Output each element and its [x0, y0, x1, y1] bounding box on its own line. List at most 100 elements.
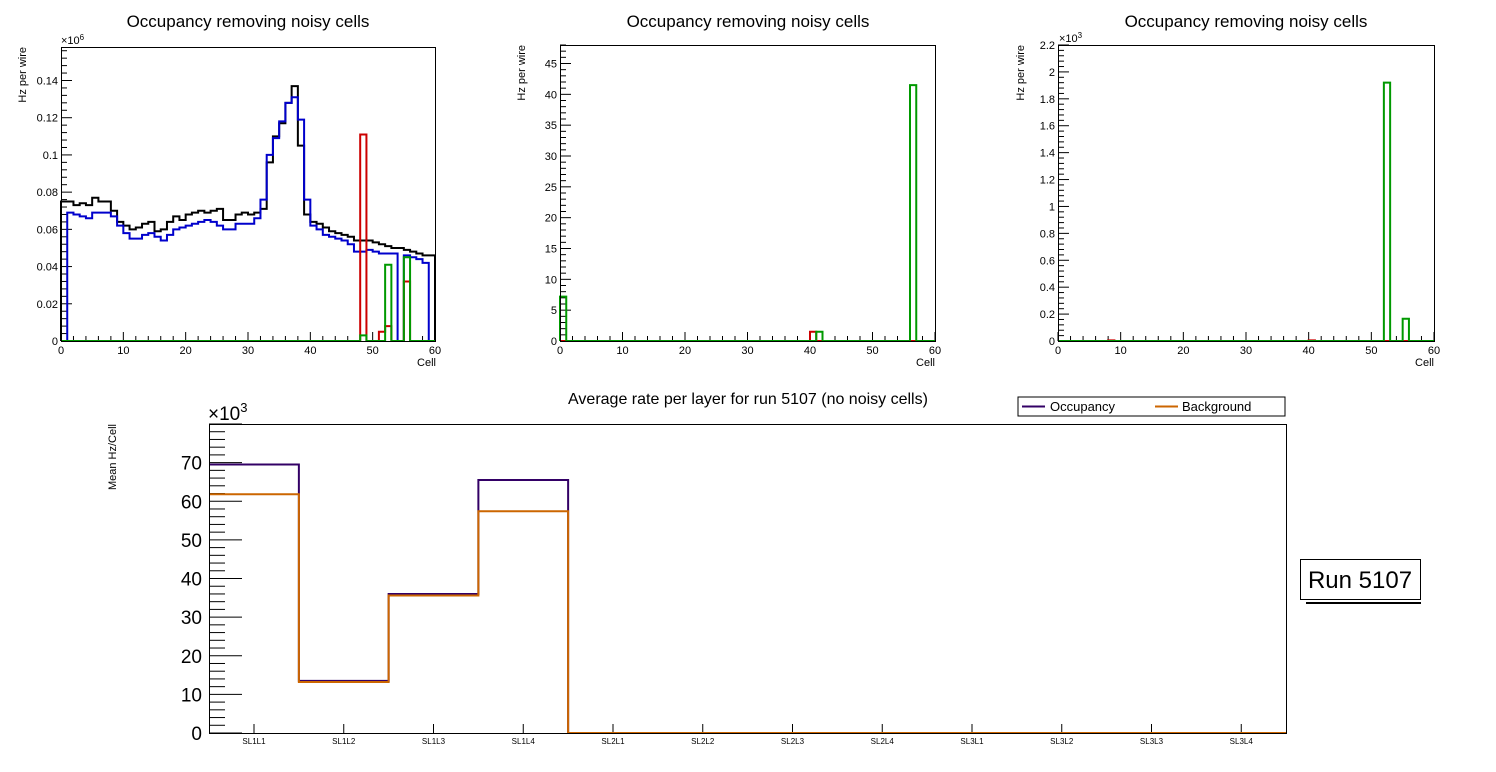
y-tick-label: 60 — [181, 492, 202, 513]
x-tick-label: 60 — [429, 345, 441, 357]
x-tick-label: SL3L2 — [1050, 737, 1074, 746]
y-tick-label: 1.4 — [1040, 148, 1055, 160]
x-tick-label: SL2L3 — [781, 737, 805, 746]
y-tick-label: 70 — [181, 454, 202, 475]
y-tick-label: 0 — [52, 336, 58, 348]
run-label-box: Run 5107 — [1300, 559, 1421, 604]
y-tick-label: 0.1 — [43, 150, 58, 162]
y-multiplier-label: ×103 — [1059, 31, 1083, 45]
series-black — [60, 85, 436, 341]
legend-label-background: Background — [1182, 399, 1251, 414]
x-axis-label: Cell — [1415, 357, 1434, 369]
axis-ticks: 0 10 20 30 40 50 60 0 5 10 15 20 25 30 35 40 45 — [545, 44, 941, 357]
panel-occupancy-3: Occupancy removing noisy cells Hz per wi… — [1015, 12, 1440, 369]
plot-frame — [1058, 45, 1435, 342]
y-axis-label: Hz per wire — [17, 47, 29, 103]
x-tick-label: 50 — [866, 345, 878, 357]
series-green — [559, 84, 935, 342]
run-label-frame — [1300, 559, 1421, 600]
y-tick-label: 0.6 — [1040, 255, 1055, 267]
axis-ticks: 0 10 20 30 40 50 60 0 0.02 0.04 0.06 0.08 0.1 0.12 0.1… — [37, 50, 441, 357]
y-tick-label: 5 — [551, 305, 557, 317]
x-tick-label: SL3L3 — [1140, 737, 1164, 746]
series-background — [209, 493, 1286, 734]
panel-average-rate: Average rate per layer for run 5107 (no … — [107, 391, 1287, 746]
plot-frame — [209, 424, 1287, 734]
x-tick-label: SL3L1 — [960, 737, 984, 746]
y-tick-label: 2 — [1049, 67, 1055, 79]
y-tick-label: 1 — [1049, 201, 1055, 213]
y-axis-label: Hz per wire — [516, 45, 528, 101]
x-tick-label: 40 — [804, 345, 816, 357]
axis-ticks: SL1L1 SL1L2 SL1L3 SL1L4 SL2L1 SL2L2 SL2L3 SL2L4… — [181, 423, 1254, 746]
y-tick-label: 50 — [181, 531, 202, 552]
x-tick-label: 0 — [557, 345, 563, 357]
axis-ticks: 0 10 20 30 40 50 60 0 0.2 0.4 0.6 0.8 1 1.2 1.4 1.6 1.8 2… — [1040, 40, 1440, 357]
y-tick-label: 35 — [545, 120, 557, 132]
y-tick-label: 40 — [545, 89, 557, 101]
y-multiplier-label: ×103 — [208, 400, 247, 425]
y-tick-label: 0.4 — [1040, 282, 1055, 294]
x-tick-label: 50 — [1365, 345, 1377, 357]
x-tick-label: 10 — [1115, 345, 1127, 357]
x-tick-label: 20 — [180, 345, 192, 357]
legend-label-occupancy: Occupancy — [1050, 399, 1116, 414]
x-axis-label: Cell — [417, 357, 436, 369]
y-tick-label: 0.8 — [1040, 228, 1055, 240]
y-tick-label: 0 — [191, 724, 202, 745]
y-tick-label: 0.04 — [37, 262, 58, 274]
y-tick-label: 30 — [545, 151, 557, 163]
y-tick-label: 10 — [181, 685, 202, 706]
y-tick-label: 0.08 — [37, 187, 58, 199]
y-tick-label: 40 — [181, 570, 202, 591]
x-tick-label: SL2L4 — [871, 737, 895, 746]
y-tick-label: 0.2 — [1040, 309, 1055, 321]
chart-title: Occupancy removing noisy cells — [1125, 12, 1368, 31]
y-tick-label: 0.12 — [37, 113, 58, 125]
y-axis-label: Mean Hz/Cell — [107, 424, 119, 490]
x-tick-label: 30 — [242, 345, 254, 357]
x-tick-label: SL1L4 — [512, 737, 536, 746]
y-tick-label: 0 — [551, 336, 557, 348]
y-tick-label: 0.06 — [37, 224, 58, 236]
x-tick-label: 0 — [58, 345, 64, 357]
x-tick-label: 20 — [1177, 345, 1189, 357]
y-tick-label: 0.02 — [37, 299, 58, 311]
panel-occupancy-2: Occupancy removing noisy cells Hz per wi… — [516, 12, 941, 369]
panel-occupancy-1: Occupancy removing noisy cells Hz per wi… — [17, 12, 441, 369]
y-tick-label: 1.6 — [1040, 121, 1055, 133]
y-tick-label: 0.14 — [37, 75, 58, 87]
x-tick-label: 40 — [1303, 345, 1315, 357]
y-tick-label: 20 — [545, 213, 557, 225]
x-tick-label: 50 — [367, 345, 379, 357]
y-tick-label: 30 — [181, 608, 202, 629]
y-tick-label: 1.8 — [1040, 94, 1055, 106]
x-tick-label: SL1L2 — [332, 737, 356, 746]
x-tick-label: 10 — [616, 345, 628, 357]
y-multiplier-label: ×106 — [61, 33, 85, 47]
chart-title: Occupancy removing noisy cells — [127, 12, 370, 31]
histogram-series — [559, 84, 935, 342]
x-tick-label: 30 — [741, 345, 753, 357]
histogram-series — [1058, 81, 1434, 342]
series-green — [61, 256, 435, 342]
series-red — [61, 133, 435, 342]
y-tick-label: 0 — [1049, 336, 1055, 348]
x-tick-label: SL2L1 — [601, 737, 625, 746]
x-tick-label: 30 — [1240, 345, 1252, 357]
legend: Occupancy Background — [1017, 396, 1286, 417]
run-label-shadow — [1306, 602, 1421, 604]
y-tick-label: 15 — [545, 244, 557, 256]
y-tick-label: 10 — [545, 274, 557, 286]
plot-frame — [61, 47, 436, 342]
x-tick-label: SL1L3 — [422, 737, 446, 746]
x-tick-label: SL3L4 — [1230, 737, 1254, 746]
plot-frame — [560, 45, 936, 342]
series-green — [1058, 81, 1434, 342]
y-tick-label: 45 — [545, 59, 557, 71]
chart-title: Average rate per layer for run 5107 (no … — [568, 391, 928, 408]
run-label: Run 5107 — [1308, 567, 1412, 594]
series-blue — [61, 96, 435, 342]
x-tick-label: 60 — [1428, 345, 1440, 357]
